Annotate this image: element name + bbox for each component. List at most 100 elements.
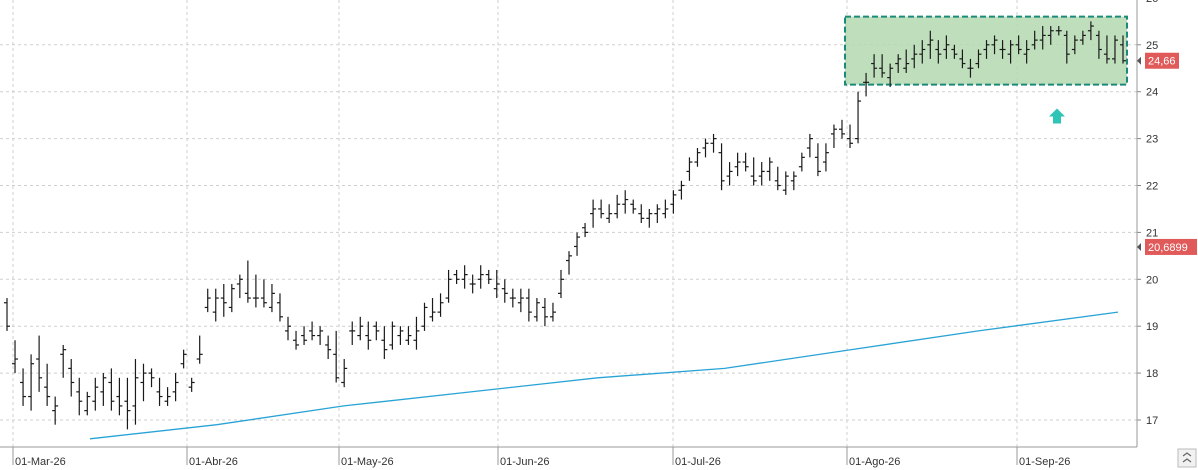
ohlc-bar [1023,40,1030,64]
ohlc-bar [188,377,195,392]
ohlc-bar [766,157,773,181]
ohlc-bar [598,199,605,219]
scale-toggle-icon[interactable] [1177,448,1197,468]
ohlc-bar [28,354,35,411]
price-axis[interactable]: 17 18 19 20 21 22 23 24 25 26 [1136,0,1158,447]
ohlc-bar [92,377,99,411]
ohlc-bar [445,269,452,303]
ohlc-bar [566,251,573,275]
y-tick-label: 21 [1146,227,1158,239]
ohlc-bar [654,204,661,224]
ohlc-bar [124,377,131,430]
ohlc-bar [317,326,324,345]
ohlc-bar [790,171,797,191]
y-tick-label: 22 [1146,181,1158,193]
ohlc-bar [52,396,59,425]
y-tick-label: 24 [1146,87,1158,99]
ohlc-bar [855,91,862,144]
ohlc-bar [397,326,404,345]
ohlc-bar [582,223,589,238]
price-tag-pointer [1137,56,1141,65]
ohlc-bar [212,288,219,322]
ohlc-bar [630,199,637,214]
ohlc-bar [76,377,83,416]
ohlc-bar [100,373,107,406]
date-axis[interactable]: 01-Mar-26 01-Abr-26 01-May-26 01-Jun-26 01-J… [0,446,1137,468]
ohlc-bar [84,391,91,416]
x-tick-label: 01-Jul-26 [675,456,721,468]
ohlc-bar [509,288,516,308]
x-tick-label: 01-Jun-26 [500,456,550,468]
y-tick-label: 20 [1146,274,1158,286]
ohlc-bar [108,368,115,411]
x-tick-label: 01-May-26 [341,456,394,468]
up-arrow-icon[interactable] [1049,108,1065,124]
ohlc-bar [879,54,886,78]
price-tag-box [1145,52,1179,69]
ohlc-bar [228,283,235,313]
ohlc-bar [12,340,19,374]
ohlc-bar [244,260,251,303]
ohlc-bar [670,190,677,214]
ohlc-bar [293,330,300,350]
ohlc-bar [734,152,741,177]
ohlc-bar [646,208,653,228]
ohlc-bar [421,302,428,331]
ohlc-bar [742,152,749,172]
ohlc-bar [357,316,364,341]
ohlc-bar [975,49,982,69]
ohlc-bar [782,171,789,195]
ohlc-bar [943,35,950,59]
ohlc-bar [469,274,476,294]
ohlc-bar [830,124,837,148]
ohlc-bar [4,298,10,331]
sma-path [89,311,1119,440]
ohlc-bar [967,58,974,78]
ohlc-bar [453,269,460,284]
ohlc-bar [798,152,805,172]
ohlc-bar [196,335,203,364]
ohlc-bar [710,133,717,153]
ohlc-bar [935,40,942,64]
ohlc-bar [1120,35,1126,64]
ohlc-bar [838,119,845,139]
up-arrow-shape[interactable] [1049,108,1065,124]
ohlc-bar [429,298,436,322]
ohlc-bar [750,157,757,186]
ohlc-bar [365,321,372,350]
ohlc-bars [4,21,1126,430]
moving-average-line [89,311,1119,440]
ohlc-bar [525,288,532,322]
ohlc-bar [1071,35,1078,55]
ohlc-bar [662,199,669,219]
ohlc-bar [871,54,878,78]
ohlc-bar [814,143,821,177]
ohlc-bar [1079,30,1086,45]
ohlc-bar [268,283,275,313]
ohlc-bar [1063,30,1070,64]
ohlc-bar [903,49,910,73]
ohlc-bar [895,54,902,73]
ohlc-bar [951,44,958,59]
y-tick-label: 25 [1146,40,1158,52]
ohlc-bar [373,321,380,341]
ohlc-bar [1015,35,1022,55]
ohlc-bar [1039,26,1046,50]
ohlc-bar [622,190,629,214]
ohlc-bar [702,138,709,158]
ohlc-bar [301,326,308,345]
ohlc-bar [758,162,765,186]
ohlc-bar [140,363,147,402]
ohlc-bar [333,330,340,383]
ohlc-bar [1031,30,1038,50]
price-tag-pointer [1137,242,1141,251]
x-tick-label: 01-Sep-26 [1019,456,1070,468]
ohlc-bar [927,30,934,59]
ohlc-bar [68,359,75,397]
ohlc-bar [1047,26,1054,45]
ohlc-bar [774,166,781,191]
ohlc-bar [549,302,556,322]
scale-toggle-button[interactable] [1177,448,1197,468]
ohlc-bar [718,143,725,191]
